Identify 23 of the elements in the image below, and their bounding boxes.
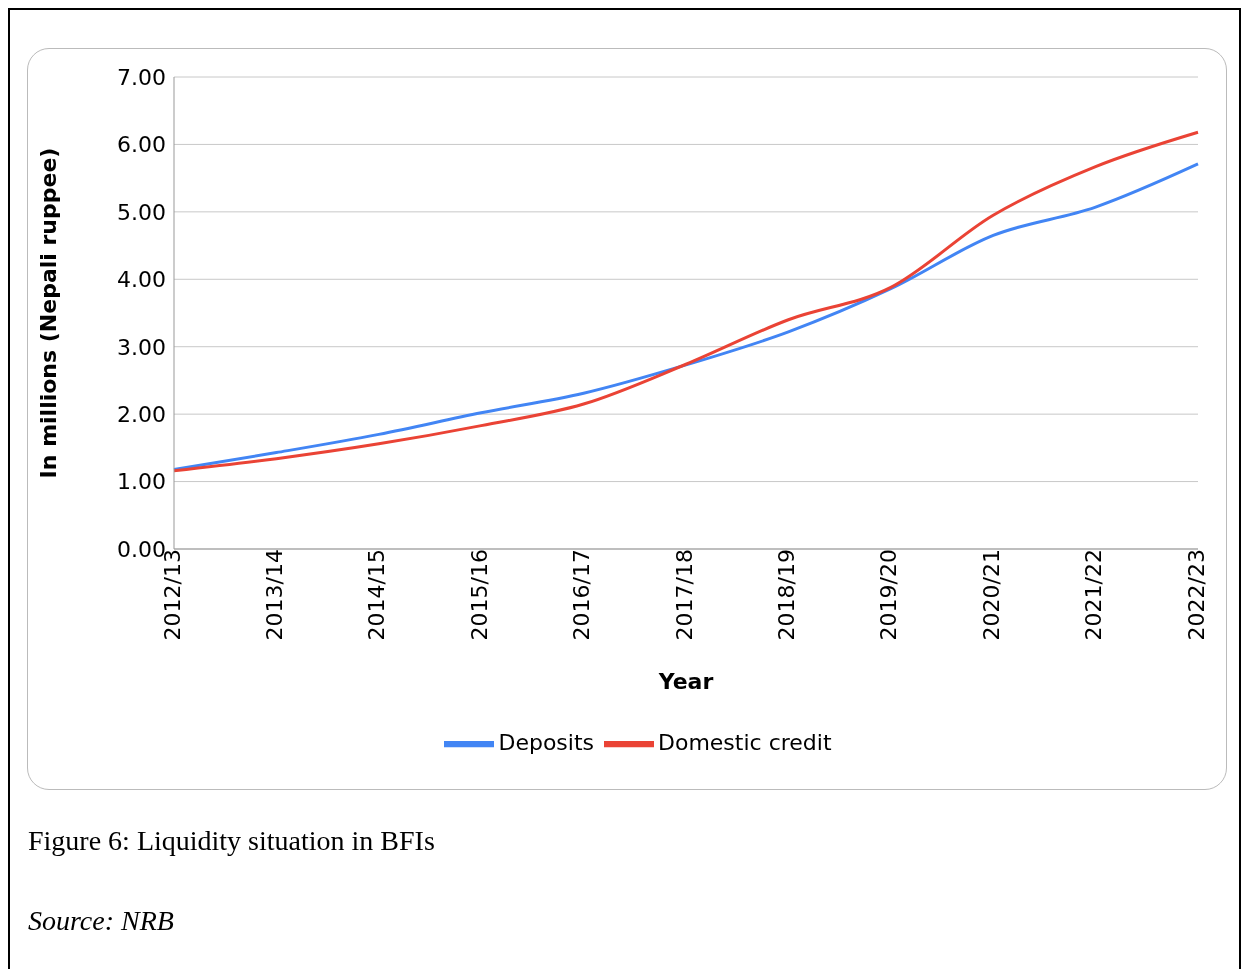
caption: Figure 6: Liquidity situation in BFIs xyxy=(28,825,435,857)
y-tick-label: 2.00 xyxy=(117,401,166,427)
x-tick-label: 2019/20 xyxy=(876,549,902,641)
x-axis-title: Year xyxy=(657,669,714,694)
x-tick-label: 2016/17 xyxy=(569,549,595,641)
x-tick-label: 2021/22 xyxy=(1081,549,1107,641)
x-tick-label: 2017/18 xyxy=(671,549,697,641)
y-axis-title: In millions (Nepali ruppee) xyxy=(35,147,61,479)
y-tick-label: 6.00 xyxy=(117,132,166,158)
x-tick-label: 2020/21 xyxy=(978,549,1004,641)
y-tick-label: 1.00 xyxy=(117,469,166,495)
legend-label: Deposits xyxy=(498,730,594,755)
x-tick-label: 2018/19 xyxy=(774,549,800,641)
x-tick-label: 2015/16 xyxy=(466,549,492,641)
source-note: Source: NRB xyxy=(28,905,174,937)
x-tick-label: 2014/15 xyxy=(364,549,390,641)
legend-label: Domestic credit xyxy=(658,730,832,755)
y-tick-label: 7.00 xyxy=(117,64,166,90)
x-tick-label: 2013/14 xyxy=(262,549,288,641)
y-tick-label: 3.00 xyxy=(117,334,166,360)
x-tick-label: 2022/23 xyxy=(1183,549,1209,641)
y-tick-label: 5.00 xyxy=(117,199,166,225)
y-tick-label: 4.00 xyxy=(117,267,166,293)
